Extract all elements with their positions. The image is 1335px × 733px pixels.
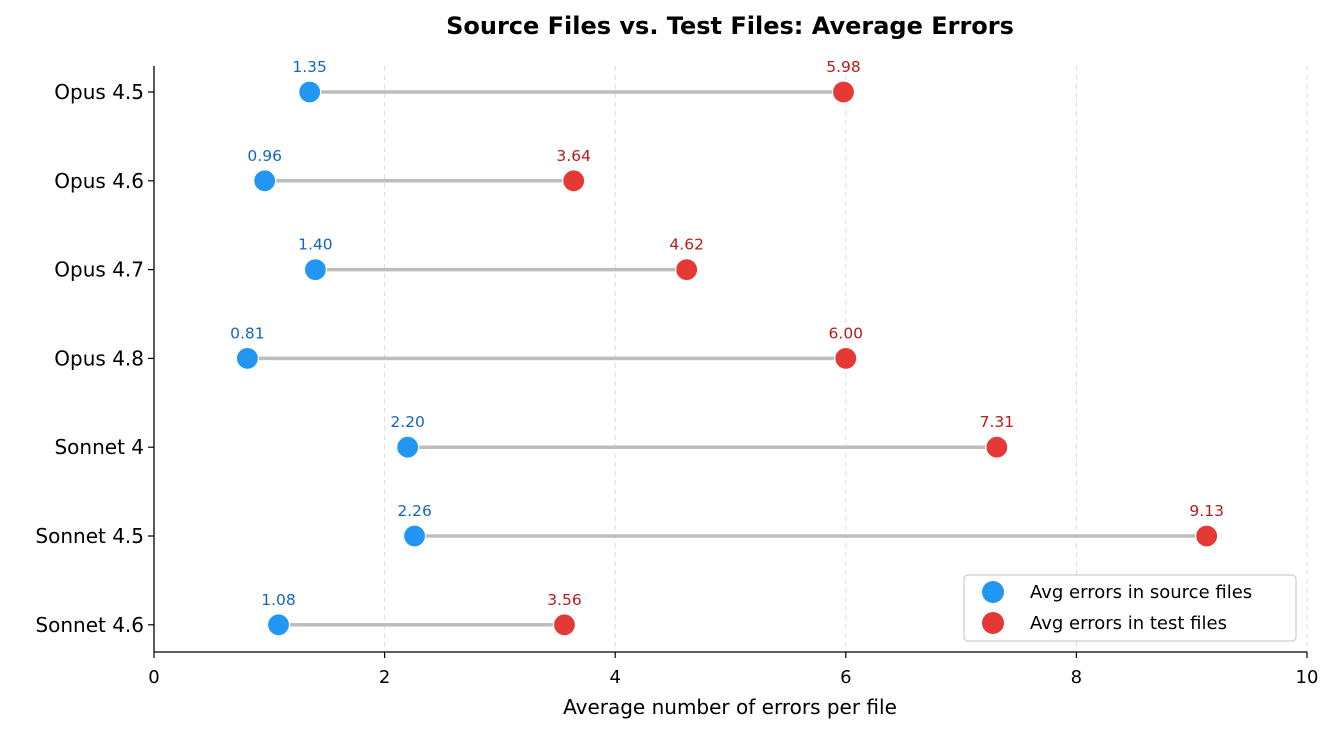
source-value-label: 0.96 — [247, 147, 282, 165]
source-value-label: 1.35 — [292, 58, 327, 76]
x-tick-label: 10 — [1296, 667, 1319, 688]
test-point — [562, 169, 586, 193]
y-tick-label: Opus 4.8 — [54, 346, 144, 370]
legend-marker-source — [982, 581, 1004, 603]
x-tick-label: 8 — [1071, 667, 1082, 688]
test-value-label: 3.64 — [556, 147, 591, 165]
test-value-label: 7.31 — [980, 413, 1015, 431]
test-point — [985, 435, 1009, 459]
source-point — [253, 169, 277, 193]
grid-lines — [384, 66, 1308, 652]
data-labels: 1.35 0.96 1.40 0.81 2.20 2.26 1.08 5.98 3.64 4.62… — [230, 58, 1224, 609]
x-tick-label: 4 — [609, 667, 620, 688]
y-tick-label: Sonnet 4.5 — [35, 524, 144, 548]
y-tick-label: Sonnet 4.6 — [35, 613, 144, 637]
source-point — [266, 613, 291, 637]
test-value-label: 4.62 — [669, 236, 704, 254]
legend-label-source: Avg errors in source files — [1030, 582, 1252, 603]
test-point — [552, 613, 577, 637]
y-tick-label: Opus 4.7 — [54, 258, 144, 282]
source-value-label: 1.40 — [298, 236, 333, 254]
y-tick-label: Opus 4.6 — [54, 169, 144, 193]
test-value-label: 6.00 — [829, 324, 864, 342]
source-value-label: 1.08 — [261, 591, 296, 609]
source-value-label: 2.20 — [390, 413, 425, 431]
source-point — [298, 80, 322, 104]
test-value-label: 9.13 — [1189, 502, 1224, 520]
legend-label-test: Avg errors in test files — [1030, 613, 1227, 634]
source-value-label: 0.81 — [230, 324, 265, 342]
test-value-label: 3.56 — [547, 591, 582, 609]
legend-marker-test — [982, 612, 1004, 634]
test-point — [1195, 524, 1219, 548]
y-tick-label: Sonnet 4 — [54, 435, 144, 459]
test-point — [675, 258, 699, 282]
test-value-label: 5.98 — [826, 58, 861, 76]
source-value-label: 2.26 — [397, 502, 432, 520]
source-point — [235, 346, 259, 370]
x-tick-label: 6 — [840, 667, 851, 688]
x-tick-label: 2 — [379, 667, 390, 688]
x-axis-label: Average number of errors per file — [563, 695, 897, 719]
source-point — [396, 435, 420, 459]
x-ticks: 0 2 4 6 8 10 — [148, 652, 1318, 688]
legend-frame — [963, 574, 1297, 642]
data-points — [235, 80, 1219, 637]
source-point — [303, 258, 328, 282]
y-tick-label: Opus 4.5 — [54, 80, 144, 104]
source-point — [402, 524, 427, 548]
x-tick-label: 0 — [148, 667, 159, 688]
chart-title: Source Files vs. Test Files: Average Err… — [446, 12, 1014, 40]
test-point — [831, 80, 856, 104]
y-ticks: Opus 4.5 Opus 4.6 Opus 4.7 Opus 4.8 Sonnet 4… — [35, 80, 154, 637]
connectors — [247, 90, 1207, 627]
legend: Avg errors in source files Avg errors in… — [963, 574, 1297, 642]
test-point — [834, 346, 858, 370]
